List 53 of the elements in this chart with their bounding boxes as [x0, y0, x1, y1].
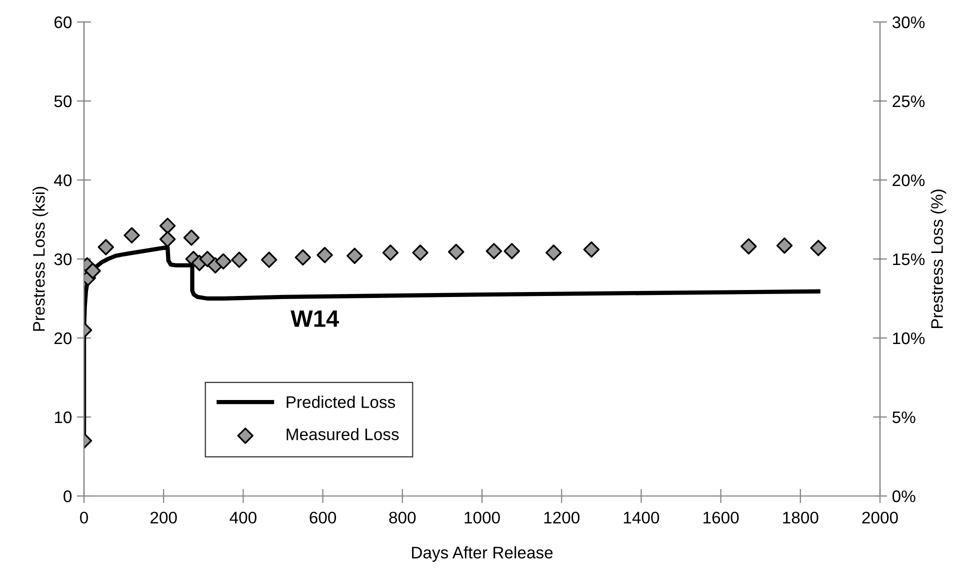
legend-label: Predicted Loss — [286, 396, 396, 408]
x-tick-label: 1400 — [624, 512, 660, 524]
y-tick-label: 50 — [54, 95, 72, 108]
y2-axis-title: Prestress Loss (%) — [930, 190, 946, 328]
point — [124, 227, 140, 244]
y2-tick-label: 0% — [892, 490, 916, 502]
point — [382, 244, 399, 261]
point — [215, 253, 232, 270]
point — [776, 237, 793, 254]
point — [810, 240, 826, 256]
point — [159, 231, 176, 248]
y-tick-label: 60 — [54, 16, 72, 28]
point — [316, 246, 333, 264]
y-tick-label: 20 — [54, 332, 72, 344]
point — [583, 241, 600, 258]
point — [183, 230, 200, 246]
x-tick-label: 1600 — [704, 512, 739, 524]
point — [448, 244, 464, 260]
point — [84, 262, 101, 279]
point — [231, 252, 248, 268]
point — [740, 238, 757, 254]
point — [486, 242, 502, 260]
point — [346, 248, 363, 264]
point — [294, 249, 312, 266]
point — [159, 218, 176, 234]
x-tick-label: 1000 — [464, 512, 500, 524]
y2-tick-label: 25% — [892, 95, 925, 108]
point — [260, 252, 278, 268]
x-tick-label: 200 — [150, 512, 177, 524]
y2-tick-label: 10% — [893, 332, 925, 344]
x-tick-label: 2000 — [862, 512, 898, 524]
legend-label: Measured Loss — [286, 428, 399, 440]
x-tick-label: 800 — [389, 512, 416, 524]
y-tick-label: 0 — [64, 490, 72, 502]
point — [98, 239, 114, 256]
y-axis-title: Prestress Loss (ksi) — [32, 186, 48, 331]
x-tick-label: 600 — [310, 512, 336, 524]
point — [412, 244, 428, 261]
x-tick-label: 0 — [80, 512, 88, 524]
point — [546, 244, 562, 261]
x-tick-label: 1800 — [783, 512, 818, 524]
point — [504, 242, 520, 260]
y2-tick-label: 5% — [892, 411, 916, 424]
y-tick-label: 40 — [54, 174, 72, 186]
y2-tick-label: 15% — [893, 253, 925, 266]
annotation: W14 — [290, 310, 339, 327]
y-tick-label: 30 — [54, 253, 72, 266]
x-tick-label: 1200 — [544, 512, 580, 524]
x-tick-label: 400 — [230, 512, 256, 524]
y2-tick-label: 30% — [892, 16, 925, 28]
y-tick-label: 10 — [54, 411, 72, 424]
x-axis-title: Days After Release — [412, 546, 553, 562]
y2-tick-label: 20% — [892, 174, 925, 186]
